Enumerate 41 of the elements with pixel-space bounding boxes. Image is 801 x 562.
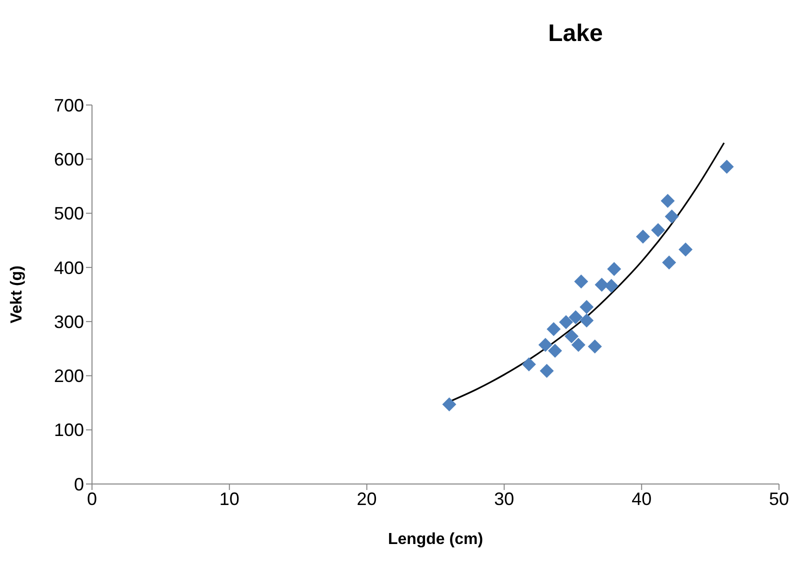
point <box>580 300 594 314</box>
y-tick-label: 400 <box>54 258 84 278</box>
y-tick-label: 600 <box>54 150 84 170</box>
point <box>571 338 586 352</box>
point <box>540 364 554 378</box>
y-tick-label: 500 <box>54 204 84 224</box>
x-tick-label: 40 <box>632 488 652 509</box>
point <box>442 397 456 412</box>
point <box>607 262 622 276</box>
point <box>604 278 618 293</box>
y-tick-label: 0 <box>74 474 84 494</box>
point <box>548 344 562 358</box>
point <box>678 242 693 257</box>
point <box>636 230 650 244</box>
point <box>588 339 602 354</box>
x-tick-label: 0 <box>86 488 98 509</box>
point <box>538 338 552 352</box>
point <box>574 274 588 289</box>
y-tick-label: 200 <box>54 366 84 386</box>
point <box>522 357 536 372</box>
point <box>546 322 561 336</box>
point <box>664 210 679 224</box>
point <box>594 278 609 292</box>
x-tick-label: 20 <box>356 488 377 509</box>
point <box>651 223 666 238</box>
chart-title: Lake <box>547 20 604 48</box>
x-axis-title: Lengde (cm) <box>388 531 484 548</box>
y-axis-title: Vekt (g) <box>8 266 26 324</box>
point <box>568 310 583 324</box>
point <box>559 315 574 330</box>
y-tick-label: 300 <box>54 312 84 332</box>
y-tick-label: 700 <box>54 95 84 116</box>
point <box>720 160 734 174</box>
point <box>662 256 676 270</box>
x-tick-label: 50 <box>768 488 790 509</box>
point <box>564 329 579 344</box>
x-tick-label: 10 <box>219 488 240 509</box>
point <box>660 194 675 208</box>
x-tick-label: 30 <box>494 488 514 509</box>
point <box>580 313 594 328</box>
y-tick-label: 100 <box>54 420 84 440</box>
